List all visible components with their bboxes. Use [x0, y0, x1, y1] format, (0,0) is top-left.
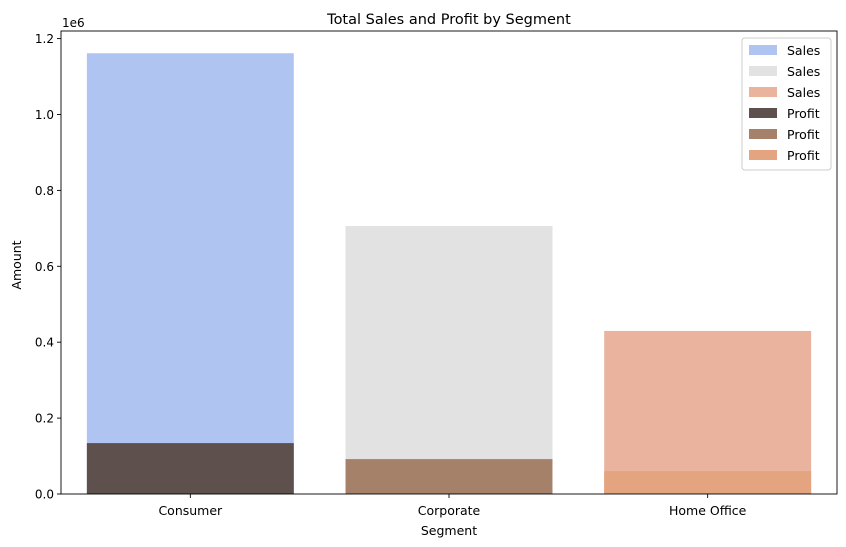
x-tick-label: Consumer	[158, 503, 223, 518]
chart-title: Total Sales and Profit by Segment	[326, 12, 571, 28]
profit-bar-home-office	[604, 471, 812, 494]
legend-label: Profit	[787, 106, 820, 121]
x-tick-label: Corporate	[418, 503, 481, 518]
y-tick-label: 0.6	[35, 260, 54, 274]
sales-bar-consumer	[86, 53, 294, 494]
legend-swatch	[749, 108, 777, 118]
sales-bar-corporate	[345, 226, 553, 494]
bars-layer	[86, 53, 812, 494]
y-axis-label: Amount	[9, 240, 24, 289]
y-tick-label: 0.2	[35, 412, 54, 426]
legend-label: Sales	[787, 64, 820, 79]
y-ticks: 0.0 0.2 0.4 0.6 0.8 1.0 1.2	[35, 32, 61, 502]
legend-label: Profit	[787, 148, 820, 163]
profit-bar-consumer	[86, 443, 294, 494]
y-tick-label: 1.0	[35, 108, 54, 122]
x-tick-label: Home Office	[669, 503, 747, 518]
sales-bar-home-office	[604, 330, 812, 494]
legend-swatch	[749, 45, 777, 55]
legend-swatch	[749, 129, 777, 139]
x-ticks: Consumer Corporate Home Office	[158, 494, 747, 518]
legend-swatch	[749, 66, 777, 76]
y-tick-label: 0.4	[35, 336, 54, 350]
x-axis-label: Segment	[421, 523, 477, 538]
legend-label: Profit	[787, 127, 820, 142]
legend-label: Sales	[787, 43, 820, 58]
y-tick-label: 0.0	[35, 488, 54, 502]
legend-label: Sales	[787, 85, 820, 100]
y-tick-label: 1.2	[35, 32, 54, 46]
y-offset-text: 1e6	[62, 16, 85, 30]
legend-swatch	[749, 150, 777, 160]
profit-bar-corporate	[345, 459, 553, 494]
legend-swatch	[749, 87, 777, 97]
legend: Sales Sales Sales Profit Profit Profit	[741, 37, 832, 171]
y-tick-label: 0.8	[35, 184, 54, 198]
